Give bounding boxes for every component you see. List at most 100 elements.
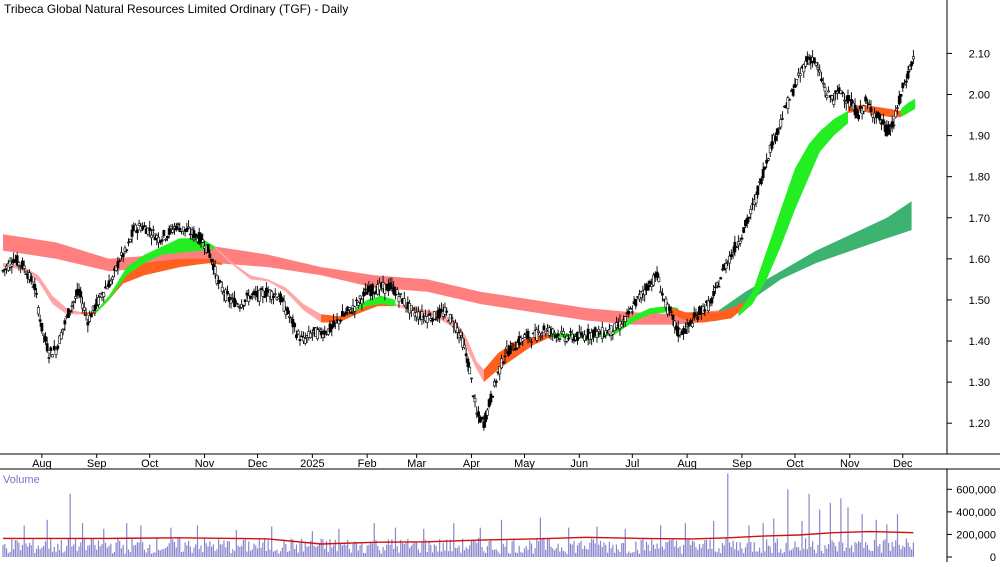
price-tick-label: 2.00 (969, 89, 990, 101)
price-bar-body (153, 237, 157, 241)
price-tick-label: 1.90 (969, 131, 990, 143)
price-ticks: 2.10 2.00 1.90 1.80 1.70 1.60 1.50 1.40 1.30 1.20 (947, 48, 990, 430)
price-bar-body (291, 318, 295, 328)
price-bar-body (897, 95, 901, 105)
price-bar-body (427, 313, 431, 316)
price-tick-label: 1.50 (969, 295, 990, 307)
price-bar-body (169, 226, 173, 230)
price-bar-body (687, 322, 691, 327)
price-bar-body (454, 322, 457, 332)
price-bar-body (855, 108, 859, 118)
price-bar-body (233, 298, 236, 307)
price-bar-body (397, 296, 401, 303)
price-bar-body (505, 346, 509, 350)
price-bar-body (804, 60, 807, 67)
price-bar-body (485, 409, 489, 416)
price-bar-body (489, 393, 493, 403)
price-bar-body (660, 293, 664, 296)
price-bar-body (1, 270, 5, 272)
price-bar-body (88, 315, 92, 322)
volume-ma-line (3, 530, 914, 545)
price-bar-body (134, 224, 137, 232)
price-bar-body (774, 136, 777, 141)
price-bar-body (597, 328, 601, 332)
price-bar-body (798, 73, 802, 77)
price-bar-body (530, 341, 533, 344)
price-bar-body (535, 329, 539, 341)
price-bar-body (816, 67, 820, 70)
price-bar-body (22, 265, 26, 269)
price-bar-body (510, 342, 514, 345)
price-bar-body (399, 293, 403, 295)
price-bar-body (342, 314, 346, 317)
price-bar-body (648, 281, 652, 284)
price-bar-body (487, 399, 491, 407)
price-bar-body (821, 82, 825, 85)
price-bar-body (887, 124, 891, 135)
price-bar-body (363, 288, 367, 291)
price-bar-body (892, 124, 896, 127)
price-bar-body (600, 327, 604, 339)
price-bar-body (362, 291, 366, 297)
price-bar-body (795, 79, 799, 86)
price-bar-body (611, 331, 615, 335)
month-tick-label: Nov (840, 458, 860, 470)
price-bar-body (569, 331, 572, 333)
price-bar-body (595, 331, 599, 338)
price-bar-body (540, 332, 544, 334)
price-bar-body (425, 316, 429, 323)
volume-tick-label: 200,000 (956, 529, 996, 541)
price-bar-body (759, 178, 763, 185)
price-bar-body (105, 286, 109, 290)
volume-title: Volume (3, 474, 40, 486)
chart-title: Tribeca Global Natural Resources Limited… (4, 2, 348, 16)
price-bar-body (526, 330, 530, 339)
month-tick-label: Feb (358, 458, 377, 470)
price-bands (3, 98, 916, 383)
price-bar-body (825, 95, 829, 98)
price-bar-body (846, 95, 850, 104)
price-bar-body (493, 380, 496, 387)
price-bar-body (528, 337, 532, 340)
price-bar-body (17, 262, 21, 266)
price-bar-body (185, 228, 189, 232)
price-bar-body (602, 336, 606, 338)
price-bar-body (45, 343, 49, 352)
price-bar-body (56, 345, 60, 349)
price-bar-body (862, 105, 866, 112)
price-bar-body (114, 265, 118, 271)
price-bar-body (629, 308, 632, 310)
price-bar-body (761, 169, 765, 178)
price-bar-body (823, 87, 827, 92)
price-bar-body (109, 280, 113, 285)
price-bar-body (319, 331, 323, 336)
price-bar-body (272, 295, 275, 298)
price-bar-body (166, 236, 169, 239)
price-bar-body (802, 64, 806, 73)
price-bar-body (554, 335, 558, 339)
price-bar-body (259, 288, 263, 290)
price-bar-body (42, 333, 46, 336)
price-bar-body (118, 260, 122, 262)
price-bar-body (850, 99, 853, 107)
price-tick-label: 1.20 (969, 418, 990, 430)
price-bar-body (81, 303, 84, 309)
price-bar-body (841, 92, 845, 94)
price-bar-body (639, 291, 643, 298)
price-bar-body (779, 119, 783, 128)
price-bar-body (899, 94, 903, 97)
price-bar-body (551, 328, 555, 335)
price-bar-body (494, 380, 498, 383)
price-bar-body (728, 255, 731, 264)
price-bar-body (724, 263, 728, 269)
price-bar-body (901, 82, 905, 89)
price-bar-body (805, 56, 809, 62)
price-bar-body (51, 354, 54, 358)
price-bar-body (280, 297, 284, 302)
price-bar-body (643, 289, 647, 296)
month-tick-label: Oct (786, 458, 803, 470)
price-bar-body (263, 296, 267, 298)
price-bar-body (523, 334, 526, 338)
price-bar-body (440, 309, 443, 312)
